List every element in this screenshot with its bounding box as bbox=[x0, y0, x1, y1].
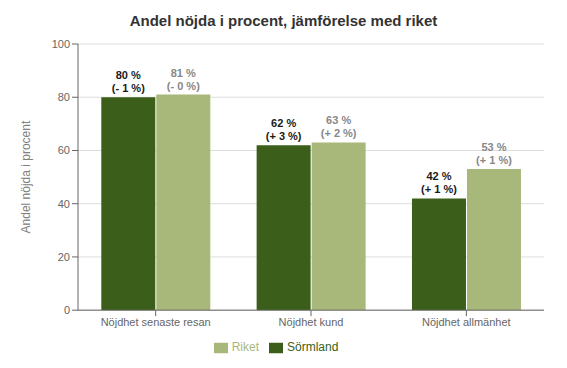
html-text:Andel nöjda i procent, jämföre: Andel nöjda i procent, jämförelse med ri… bbox=[129, 12, 438, 29]
svg-text:42 %(+ 1 %): 42 %(+ 1 %) bbox=[421, 170, 457, 195]
svg-text:20: 20 bbox=[58, 251, 70, 263]
svg-text:Nöjdhet allmänhet: Nöjdhet allmänhet bbox=[422, 316, 511, 328]
html-text:Sörmland: Sörmland bbox=[287, 340, 339, 355]
svg-text:0: 0 bbox=[64, 304, 70, 316]
svg-text:63 %(+ 2 %): 63 %(+ 2 %) bbox=[321, 114, 357, 139]
html-text:Riket: Riket bbox=[231, 340, 259, 355]
svg-text:53 %(+ 1 %): 53 %(+ 1 %) bbox=[476, 141, 512, 166]
svg-text:Nöjdhet kund: Nöjdhet kund bbox=[279, 316, 344, 328]
svg-text:Nöjdhet senaste resan: Nöjdhet senaste resan bbox=[101, 316, 211, 328]
svg-text:40: 40 bbox=[58, 198, 70, 210]
svg-text:Andel nöjda i procent: Andel nöjda i procent bbox=[19, 120, 33, 233]
svg-text:100: 100 bbox=[52, 38, 70, 50]
svg-text:81 %(- 0 %): 81 %(- 0 %) bbox=[167, 67, 200, 92]
svg-text:62 %(+ 3 %): 62 %(+ 3 %) bbox=[266, 117, 302, 142]
svg-text:80: 80 bbox=[58, 91, 70, 103]
svg-text:80 %(- 1 %): 80 %(- 1 %) bbox=[112, 69, 145, 94]
svg-text:60: 60 bbox=[58, 144, 70, 156]
